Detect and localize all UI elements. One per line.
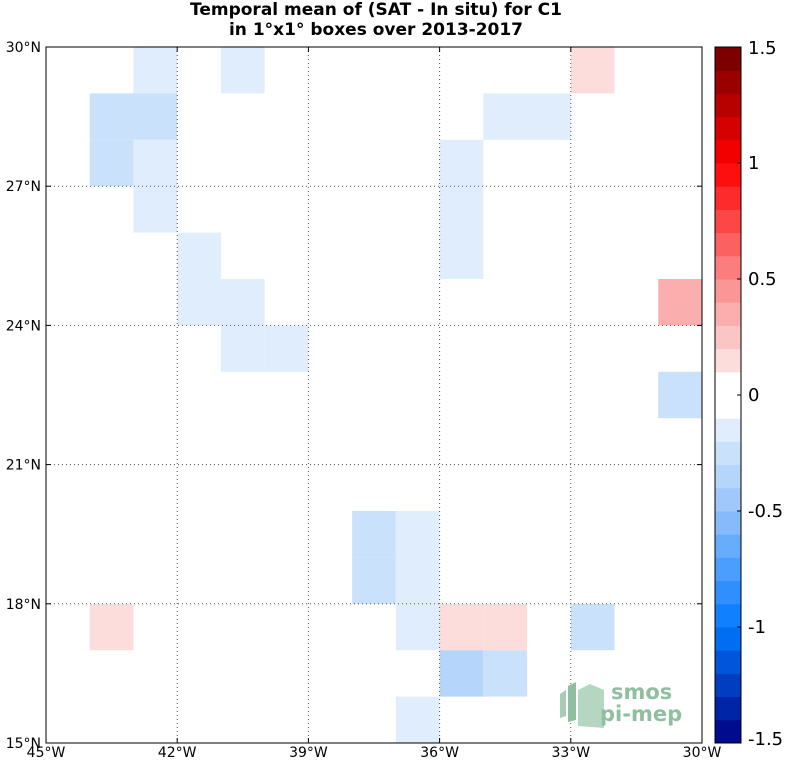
- y-tick-label: 21°N: [6, 458, 41, 474]
- x-tick-label: 36°W: [420, 745, 459, 760]
- y-tick-label: 27°N: [6, 179, 41, 195]
- colorbar-segment: [715, 557, 741, 582]
- x-tick-label: 42°W: [158, 745, 197, 760]
- heatmap-cell: [177, 279, 221, 326]
- colorbar-segment: [715, 232, 741, 257]
- colorbar-segment: [715, 511, 741, 535]
- heatmap-cell: [439, 186, 484, 233]
- heatmap-cell: [439, 603, 484, 651]
- x-tick-label: 30°W: [683, 745, 722, 760]
- chart-title-line-2: in 1°x1° boxes over 2013-2017: [228, 20, 524, 40]
- colorbar-segment: [715, 70, 741, 94]
- heatmap-cell: [352, 511, 396, 558]
- heatmap-cell: [483, 93, 528, 140]
- colorbar-segment: [715, 487, 741, 512]
- colorbar-segment: [715, 325, 741, 350]
- colorbar-segment: [715, 673, 741, 698]
- chart-title-line-1: Temporal mean of (SAT - In situ) for C1: [190, 0, 562, 20]
- y-tick-label: 30°N: [6, 40, 41, 56]
- heatmap-cell: [570, 47, 615, 94]
- heatmap-cell: [483, 603, 528, 651]
- heatmap-cell: [439, 232, 484, 279]
- colorbar-segment: [715, 116, 741, 141]
- colorbar-tick-label: -0.5: [748, 501, 783, 522]
- x-tick-label: 33°W: [551, 745, 590, 760]
- colorbar-segment: [715, 719, 741, 744]
- heatmap-cell: [395, 557, 440, 604]
- colorbar-segment: [715, 279, 741, 303]
- colorbar-segment: [715, 603, 741, 628]
- heatmap-cell: [439, 139, 484, 187]
- colorbar-segment: [715, 534, 741, 558]
- heatmap-cell: [658, 279, 702, 326]
- logo-mark-icon: [560, 682, 604, 728]
- heatmap-cell: [352, 557, 396, 604]
- colorbar-segment: [715, 47, 741, 71]
- heatmap-cell: [395, 603, 440, 651]
- heatmap-cell: [483, 650, 528, 697]
- heatmap-cell: [133, 139, 178, 187]
- colorbar: 1.5 1 0.5 0 -0.5 -1 -1.5: [714, 38, 783, 750]
- heatmap-cell: [439, 650, 484, 697]
- y-tick-label: 24°N: [6, 318, 41, 334]
- colorbar-tick-label: 0: [748, 385, 759, 406]
- colorbar-segment: [715, 464, 741, 489]
- y-tick-label: 15°N: [6, 736, 41, 752]
- smos-pi-mep-logo: smos pi-mep: [560, 680, 682, 728]
- chart-title: Temporal mean of (SAT - In situ) for C1 …: [46, 0, 706, 40]
- colorbar-tick-label: 0.5: [748, 269, 777, 290]
- colorbar-segment: [715, 371, 741, 396]
- heatmap-cell: [89, 139, 134, 187]
- y-axis: 15°N 18°N 21°N 24°N 27°N 30°N: [6, 40, 702, 752]
- colorbar-tick-label: -1.5: [748, 729, 783, 750]
- heatmap-cell: [220, 47, 265, 94]
- heatmap-cell: [133, 186, 178, 233]
- heatmap-cell: [220, 325, 265, 372]
- heatmap-cell: [527, 93, 571, 140]
- colorbar-segment: [715, 348, 741, 373]
- colorbar-segment: [715, 395, 741, 419]
- colorbar-segment: [715, 186, 741, 210]
- colorbar-segment: [715, 696, 741, 721]
- colorbar-tick-label: 1: [748, 153, 759, 174]
- plot-frame: [45, 46, 703, 744]
- colorbar-segment: [715, 418, 741, 442]
- colorbar-segment: [715, 93, 741, 118]
- heatmap-cell: [177, 232, 221, 279]
- colorbar-segment: [715, 302, 741, 326]
- colorbar-segment: [715, 580, 741, 605]
- colorbar-segment: [715, 441, 741, 466]
- heatmap-cell: [658, 371, 702, 419]
- colorbar-segment: [715, 163, 741, 187]
- colorbar-segment: [715, 627, 741, 651]
- heatmap-cell: [395, 511, 440, 558]
- colorbar-tick-label: 1.5: [748, 38, 777, 59]
- heatmap-cell: [264, 325, 309, 372]
- heatmap-cell: [89, 93, 134, 140]
- x-axis: 45°W 42°W 39°W 36°W 33°W 30°W: [27, 47, 722, 760]
- x-tick-label: 45°W: [27, 745, 66, 760]
- heatmap-cell: [395, 696, 440, 743]
- y-tick-label: 18°N: [6, 597, 41, 613]
- x-tick-label: 39°W: [289, 745, 328, 760]
- heatmap-cell: [570, 603, 615, 651]
- colorbar-tick-label: -1: [748, 617, 766, 638]
- colorbar-segment: [715, 255, 741, 280]
- logo-line-1: smos: [611, 680, 672, 704]
- logo-line-2: pi-mep: [600, 702, 682, 726]
- heatmap-cell: [133, 47, 178, 94]
- colorbar-segment: [715, 139, 741, 164]
- heatmap-cell: [133, 93, 178, 140]
- heatmap-cell: [220, 279, 265, 326]
- heatmap-cell: [89, 603, 134, 651]
- heatmap-cells: [89, 47, 702, 743]
- colorbar-segment: [715, 209, 741, 234]
- colorbar-segment: [715, 650, 741, 674]
